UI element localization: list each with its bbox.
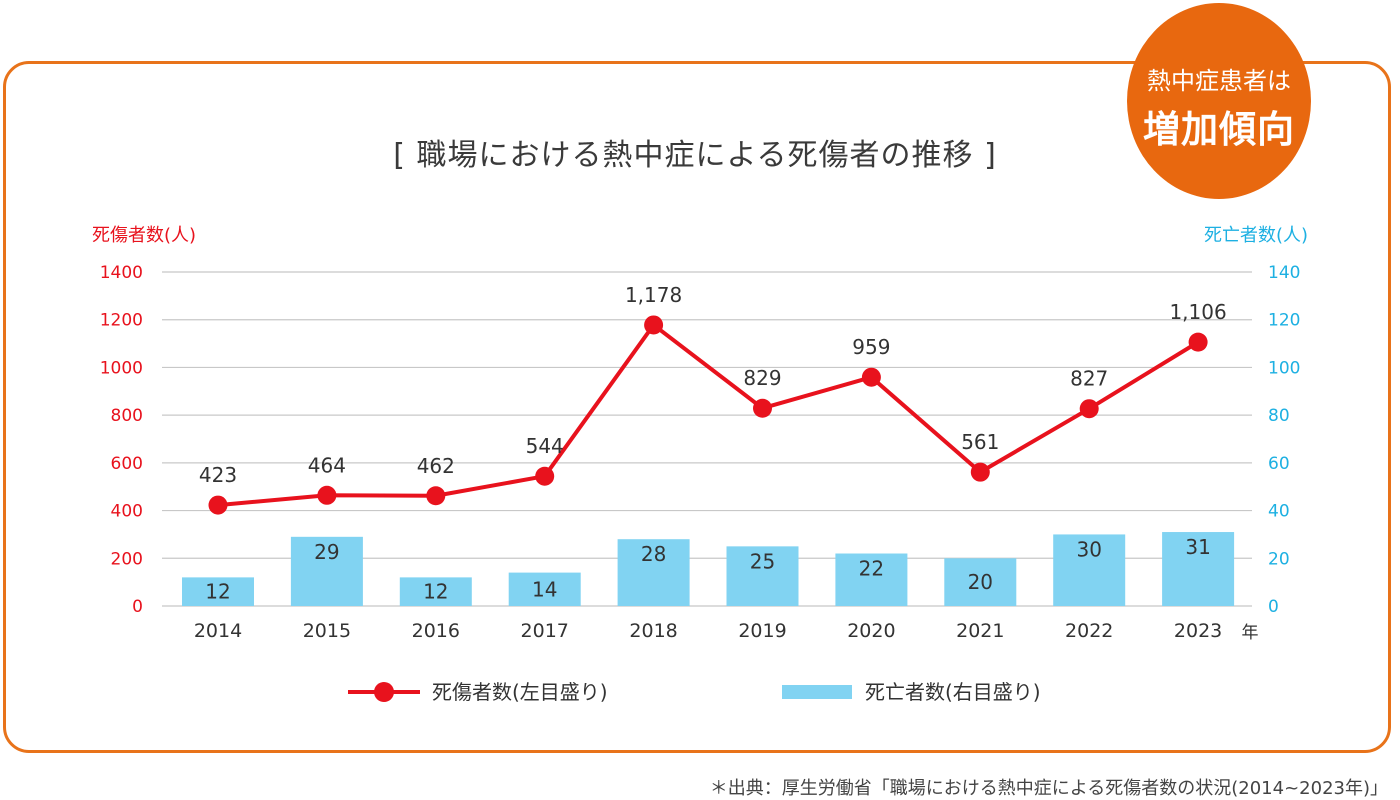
source-note: ＊出典：厚生労働省「職場における熱中症による死傷者数の状況(2014~2023年… bbox=[709, 778, 1388, 799]
line-point bbox=[861, 367, 881, 387]
x-tick-label: 2015 bbox=[303, 620, 351, 642]
x-tick-label: 2021 bbox=[956, 620, 1004, 642]
bar bbox=[182, 577, 254, 606]
line-point bbox=[970, 462, 990, 482]
line-point bbox=[426, 486, 446, 506]
line-data-label: 423 bbox=[199, 463, 237, 487]
left-tick-label: 1000 bbox=[100, 358, 143, 378]
bar-data-label: 28 bbox=[641, 542, 666, 566]
line-data-label: 1,178 bbox=[625, 283, 682, 307]
left-tick-label: 1200 bbox=[100, 311, 143, 331]
line-point bbox=[1188, 332, 1208, 352]
bar bbox=[835, 553, 908, 606]
bar bbox=[944, 558, 1017, 606]
bar-data-label: 29 bbox=[314, 540, 339, 564]
legend-bar-label: 死亡者数(右目盛り) bbox=[865, 680, 1041, 704]
line-point bbox=[208, 495, 228, 515]
legend-line-marker bbox=[374, 682, 394, 702]
x-tick-label: 2017 bbox=[521, 620, 569, 642]
legend-line-label: 死傷者数(左目盛り) bbox=[432, 680, 608, 704]
right-tick-label: 120 bbox=[1268, 311, 1300, 331]
bar-data-label: 30 bbox=[1076, 537, 1101, 561]
line-data-label: 544 bbox=[526, 434, 564, 458]
line-data-label: 462 bbox=[417, 454, 455, 478]
right-tick-label: 80 bbox=[1268, 406, 1290, 426]
trend-badge: 熱中症患者は 増加傾向 bbox=[1127, 3, 1311, 199]
bar-data-label: 31 bbox=[1185, 535, 1210, 559]
bar bbox=[1053, 534, 1126, 606]
line-point bbox=[644, 315, 664, 335]
left-tick-label: 800 bbox=[111, 406, 143, 426]
line-point bbox=[535, 466, 555, 486]
bar bbox=[1162, 532, 1235, 606]
bar-series: 12 29 12 14 28 25 22 20 30 31 bbox=[182, 532, 1235, 606]
x-axis-unit: 年 bbox=[1242, 623, 1259, 643]
bar-data-label: 12 bbox=[423, 580, 448, 604]
left-tick-label: 600 bbox=[111, 454, 143, 474]
line-data-label: 959 bbox=[852, 335, 890, 359]
bar bbox=[399, 577, 472, 606]
right-tick-label: 60 bbox=[1268, 454, 1290, 474]
x-tick-label: 2022 bbox=[1065, 620, 1113, 642]
legend: 死傷者数(左目盛り) 死亡者数(右目盛り) bbox=[348, 680, 1041, 704]
right-tick-label: 0 bbox=[1268, 597, 1279, 617]
bar bbox=[290, 536, 363, 606]
right-tick-label: 40 bbox=[1268, 502, 1290, 522]
bar bbox=[617, 539, 690, 606]
left-tick-label: 200 bbox=[111, 549, 143, 569]
line-data-label: 827 bbox=[1070, 367, 1108, 391]
x-tick-label: 2019 bbox=[738, 620, 786, 642]
line-point bbox=[317, 485, 337, 505]
badge-line-1: 熱中症患者は bbox=[1147, 67, 1291, 95]
line-series: 423 464 462 544 1,178 829 959 561 827 1,106 bbox=[199, 283, 1227, 515]
left-tick-label: 400 bbox=[111, 502, 143, 522]
bar-data-label: 14 bbox=[532, 577, 557, 601]
x-tick-label: 2023 bbox=[1174, 620, 1222, 642]
line-point bbox=[1079, 399, 1099, 419]
x-tick-label: 2020 bbox=[847, 620, 895, 642]
bar-data-label: 22 bbox=[859, 557, 884, 581]
right-tick-label: 100 bbox=[1268, 358, 1300, 378]
right-tick-label: 140 bbox=[1268, 263, 1300, 283]
left-tick-label: 1400 bbox=[100, 263, 143, 283]
left-tick-label: 0 bbox=[132, 597, 143, 617]
chart-title: [ 職場における熱中症による死傷者の推移 ] bbox=[393, 138, 997, 173]
legend-bar-swatch bbox=[782, 685, 852, 699]
bar-data-label: 12 bbox=[205, 580, 230, 604]
x-tick-label: 2014 bbox=[194, 620, 242, 642]
right-tick-label: 20 bbox=[1268, 549, 1290, 569]
x-tick-label: 2016 bbox=[412, 620, 460, 642]
bar-data-label: 20 bbox=[968, 570, 993, 594]
bar bbox=[726, 546, 799, 606]
line-data-label: 464 bbox=[308, 453, 346, 477]
line-point bbox=[753, 398, 772, 418]
right-axis-label: 死亡者数(人) bbox=[1204, 225, 1308, 246]
bar-data-label: 25 bbox=[750, 549, 775, 573]
left-axis-label: 死傷者数(人) bbox=[92, 225, 196, 246]
line-data-label: 561 bbox=[961, 430, 999, 454]
axes: 0 200 400 600 800 1000 1200 1400 0 20 40 60 80 100 120… bbox=[92, 225, 1308, 643]
line-data-label: 829 bbox=[743, 366, 781, 390]
bar bbox=[508, 572, 581, 606]
x-tick-label: 2018 bbox=[629, 620, 677, 642]
line-path bbox=[217, 322, 1200, 508]
badge-line-2: 増加傾向 bbox=[1143, 108, 1295, 151]
line-data-label: 1,106 bbox=[1169, 300, 1226, 324]
